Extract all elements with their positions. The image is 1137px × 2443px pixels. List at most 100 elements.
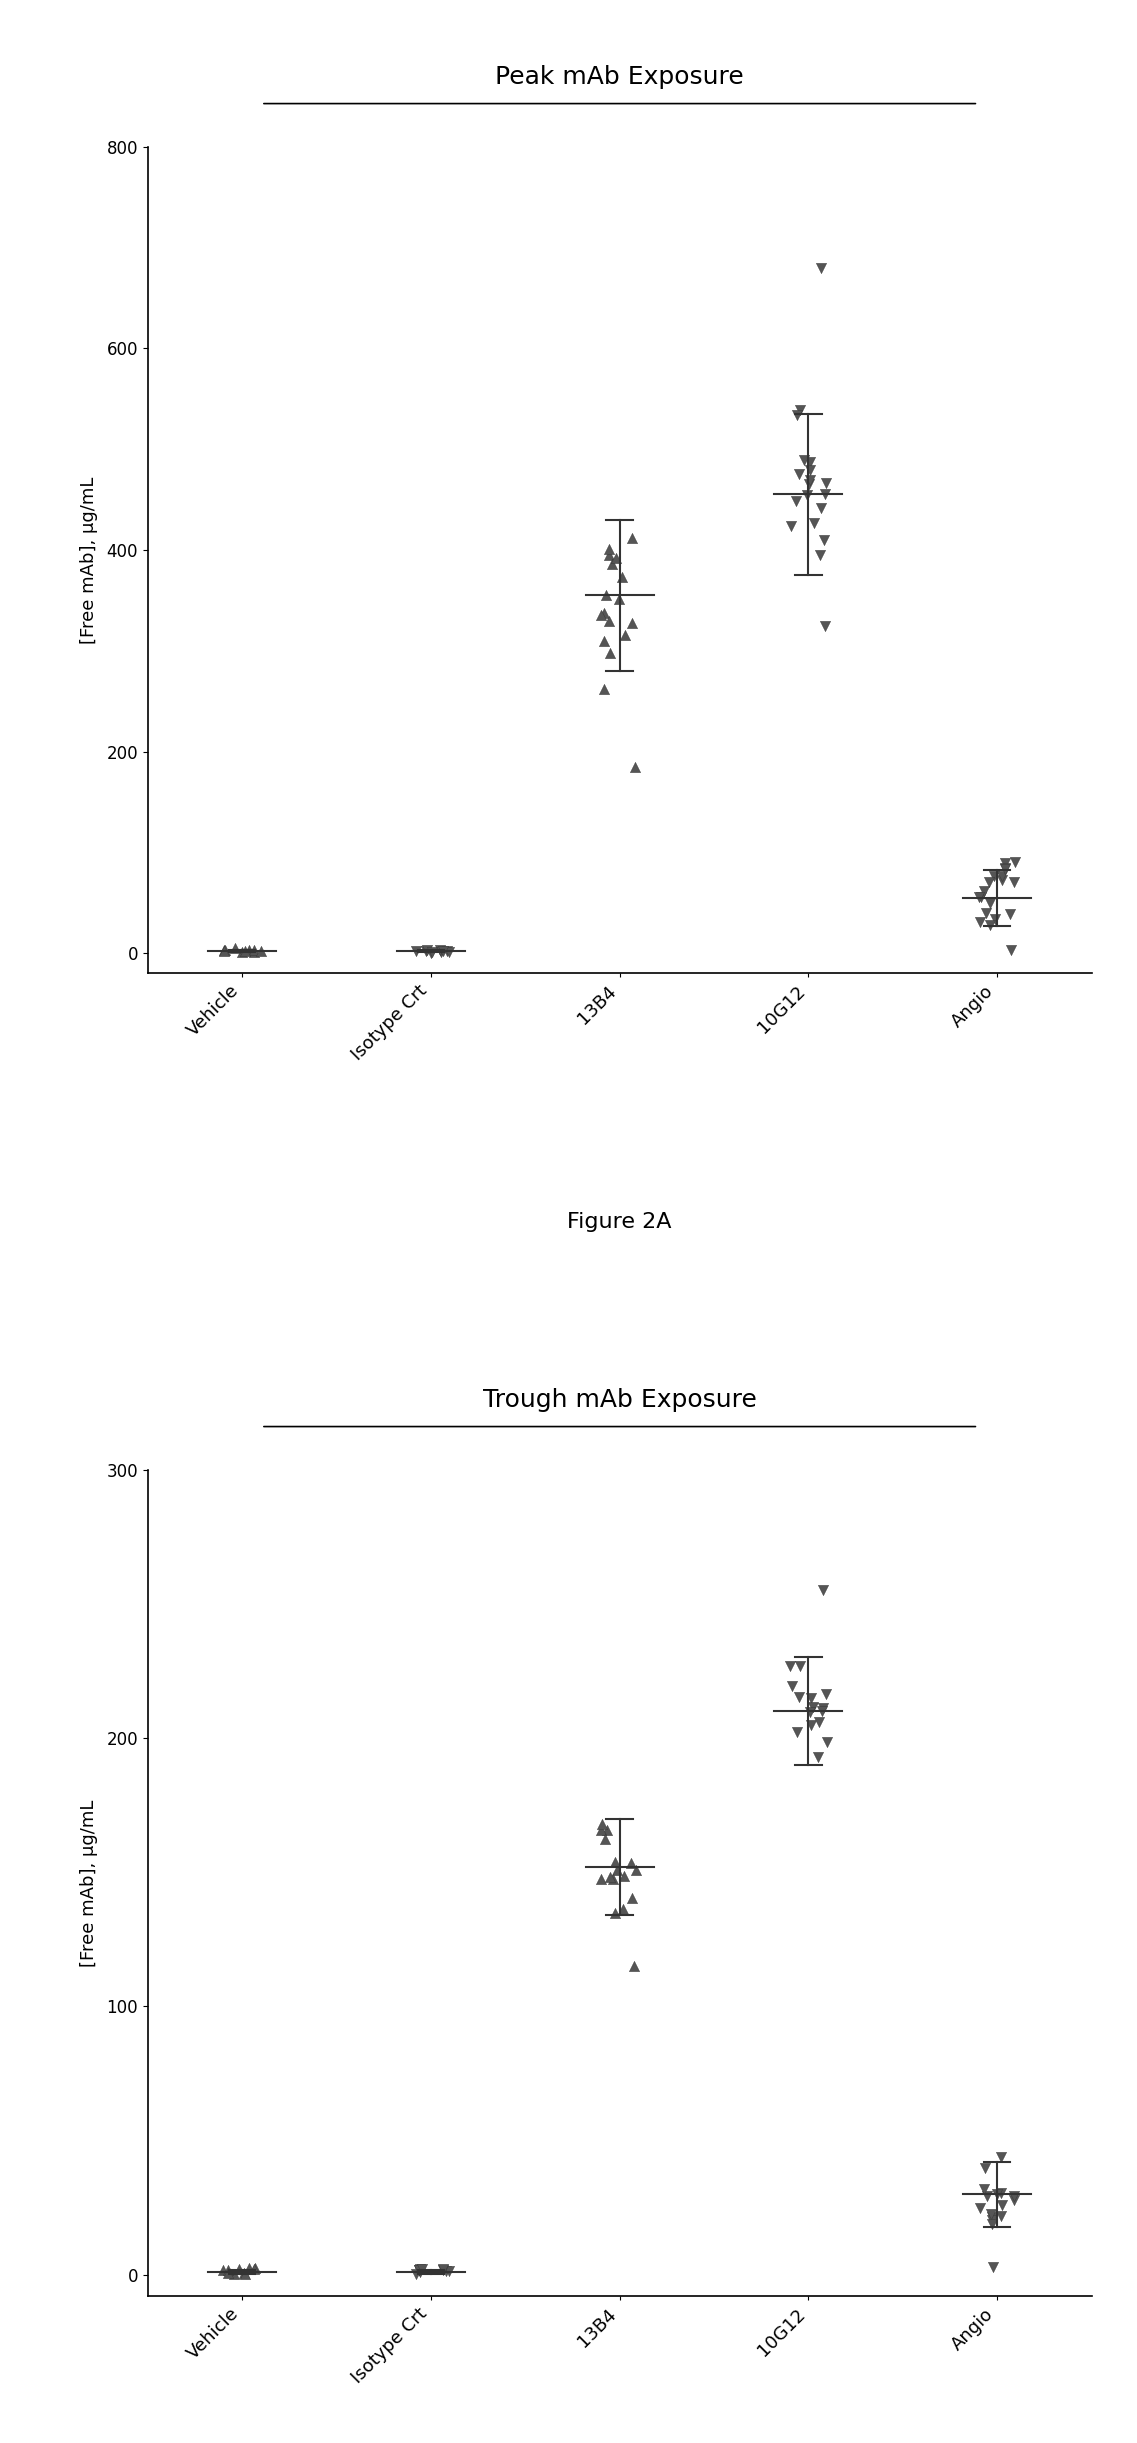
Point — [984, 2206, 1002, 2245]
Point — [811, 535, 829, 574]
Point — [596, 621, 614, 660]
Point — [409, 2250, 428, 2289]
Point — [800, 1693, 819, 1732]
Point — [438, 931, 456, 970]
Point — [225, 2255, 243, 2294]
Point — [219, 2255, 238, 2294]
Point — [608, 1852, 626, 1891]
Point — [594, 1805, 612, 1844]
Point — [595, 669, 613, 708]
Point — [798, 476, 816, 515]
Point — [607, 540, 625, 579]
Point — [800, 464, 819, 503]
Point — [614, 1888, 632, 1928]
Point — [800, 450, 819, 489]
Point — [423, 933, 441, 972]
Point — [407, 2255, 425, 2294]
Point — [597, 577, 615, 616]
Point — [599, 535, 617, 574]
Point — [601, 1857, 620, 1896]
Point — [782, 1666, 800, 1705]
Point — [413, 2250, 431, 2289]
Y-axis label: [Free mAb], μg/mL: [Free mAb], μg/mL — [80, 476, 98, 643]
Point — [592, 1810, 611, 1849]
Point — [986, 899, 1004, 938]
Point — [216, 931, 234, 970]
Point — [246, 2250, 264, 2289]
Point — [422, 933, 440, 972]
Point — [606, 1893, 624, 1932]
Point — [814, 1571, 832, 1610]
Point — [613, 557, 631, 596]
Point — [240, 2248, 258, 2287]
Point — [981, 882, 999, 921]
Point — [431, 931, 449, 970]
Point — [976, 2147, 994, 2186]
Point — [433, 2250, 451, 2289]
Point — [815, 474, 833, 513]
Point — [218, 2250, 236, 2289]
Point — [605, 1859, 623, 1898]
Point — [598, 1810, 616, 1849]
Point — [622, 518, 640, 557]
Point — [810, 1703, 828, 1742]
Point — [993, 2186, 1011, 2226]
Point — [1002, 894, 1020, 933]
Point — [233, 933, 251, 972]
Point — [971, 2189, 989, 2228]
Point — [814, 1688, 832, 1727]
Point — [980, 862, 998, 901]
Point — [818, 1676, 836, 1715]
Point — [215, 931, 233, 970]
Point — [994, 860, 1012, 899]
Point — [818, 464, 836, 503]
Point — [234, 2252, 252, 2292]
Point — [808, 1737, 827, 1776]
Point — [240, 931, 258, 970]
Point — [440, 2252, 458, 2292]
Point — [980, 904, 998, 943]
Point — [816, 606, 835, 645]
Point — [230, 2250, 248, 2289]
Point — [813, 1691, 831, 1730]
Point — [971, 901, 989, 941]
Point — [609, 579, 628, 618]
Point — [410, 2250, 429, 2289]
Point — [974, 2169, 993, 2208]
Point — [803, 1705, 821, 1744]
Point — [795, 440, 813, 479]
Point — [782, 506, 800, 545]
Point — [788, 1713, 806, 1752]
Point — [623, 603, 641, 643]
Point — [235, 2255, 254, 2294]
Point — [246, 933, 264, 972]
Point — [1004, 2182, 1022, 2221]
Point — [1006, 843, 1024, 882]
Point — [812, 249, 830, 288]
Point — [623, 1879, 641, 1918]
Point — [994, 857, 1012, 897]
Point — [815, 520, 833, 559]
Point — [417, 931, 435, 970]
Point — [790, 454, 808, 493]
Point — [215, 2250, 233, 2289]
Point — [625, 748, 644, 787]
Point — [418, 931, 437, 970]
Point — [596, 1820, 614, 1859]
Point — [818, 1722, 836, 1761]
Point — [244, 931, 263, 970]
Point — [991, 2174, 1010, 2213]
Point — [616, 616, 634, 655]
Point — [985, 857, 1003, 897]
Point — [988, 2174, 1006, 2213]
Point — [790, 1676, 808, 1715]
Point — [600, 530, 619, 569]
Text: Peak mAb Exposure: Peak mAb Exposure — [496, 64, 744, 88]
Point — [781, 1647, 799, 1686]
Point — [592, 1859, 611, 1898]
Point — [991, 2196, 1010, 2235]
Point — [410, 2252, 429, 2292]
Point — [412, 2250, 430, 2289]
Point — [628, 1849, 646, 1888]
Point — [225, 928, 243, 967]
